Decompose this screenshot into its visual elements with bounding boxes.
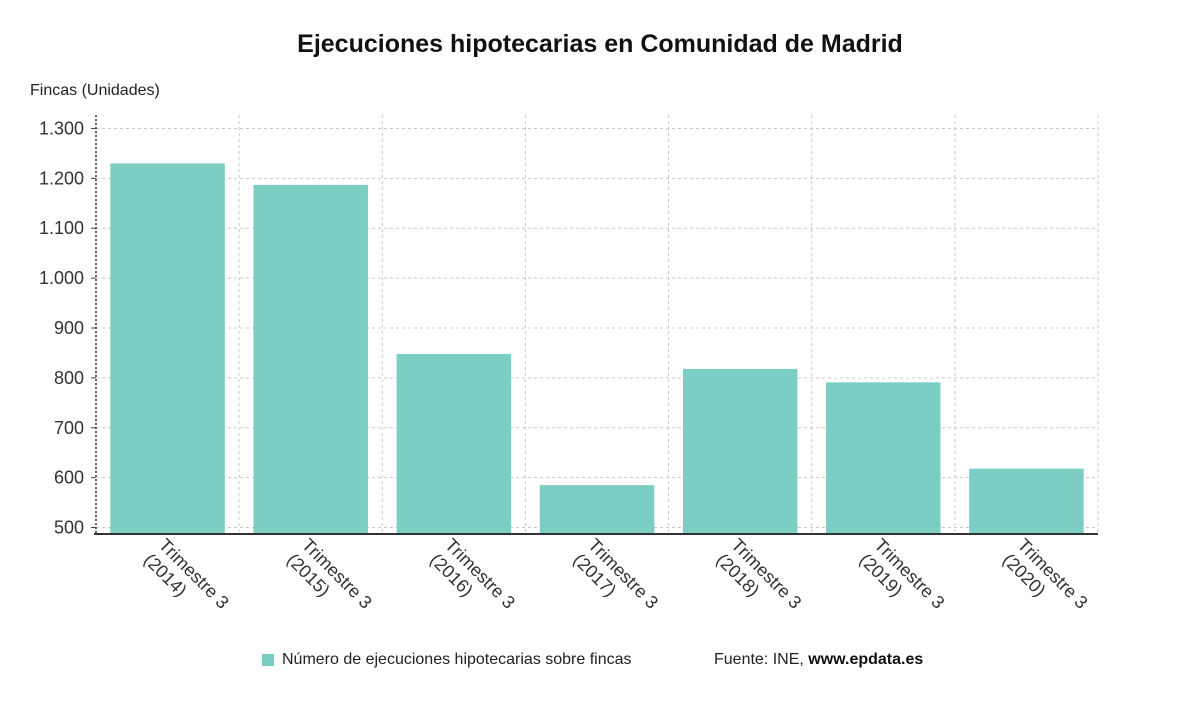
y-tick-label: 1.200 xyxy=(39,168,84,188)
legend: Número de ejecuciones hipotecarias sobre… xyxy=(262,651,632,669)
bar-5 xyxy=(682,368,798,534)
y-tick-label: 600 xyxy=(54,468,84,488)
y-tick-label: 900 xyxy=(54,318,84,338)
legend-swatch xyxy=(262,654,274,666)
x-tick-label: Trimestre 3(2016) xyxy=(426,535,519,628)
y-tick-label: 500 xyxy=(54,518,84,538)
source-note: Fuente: INE, www.epdata.es xyxy=(714,651,923,669)
y-tick-label: 1.300 xyxy=(39,118,84,138)
x-tick-label: Trimestre 3(2020) xyxy=(999,535,1092,628)
chart-title: Ejecuciones hipotecarias en Comunidad de… xyxy=(297,30,903,58)
y-tick-label: 700 xyxy=(54,418,84,438)
legend-label: Número de ejecuciones hipotecarias sobre… xyxy=(282,651,632,668)
y-tick-label: 800 xyxy=(54,368,84,388)
x-tick-label: Trimestre 3(2018) xyxy=(712,535,805,628)
chart-footer: Número de ejecuciones hipotecarias sobre… xyxy=(0,651,1200,675)
bar-6 xyxy=(826,382,941,534)
bar-4 xyxy=(539,485,655,534)
x-tick-label: Trimestre 3(2017) xyxy=(569,535,662,628)
bar-7 xyxy=(969,468,1084,534)
y-axis-label: Fincas (Unidades) xyxy=(30,82,160,99)
y-tick-label: 1.100 xyxy=(39,218,84,238)
x-tick-label: Trimestre 3(2015) xyxy=(283,535,376,628)
x-tick-label: Trimestre 3(2019) xyxy=(856,535,949,628)
source-prefix: Fuente: INE, xyxy=(714,651,809,668)
bar-3 xyxy=(396,353,512,534)
y-tick-label: 1.000 xyxy=(39,268,84,288)
x-tick-label: Trimestre 3(2014) xyxy=(140,535,233,628)
bar-1 xyxy=(110,163,225,534)
source-site: www.epdata.es xyxy=(808,651,924,668)
bar-2 xyxy=(253,184,368,535)
